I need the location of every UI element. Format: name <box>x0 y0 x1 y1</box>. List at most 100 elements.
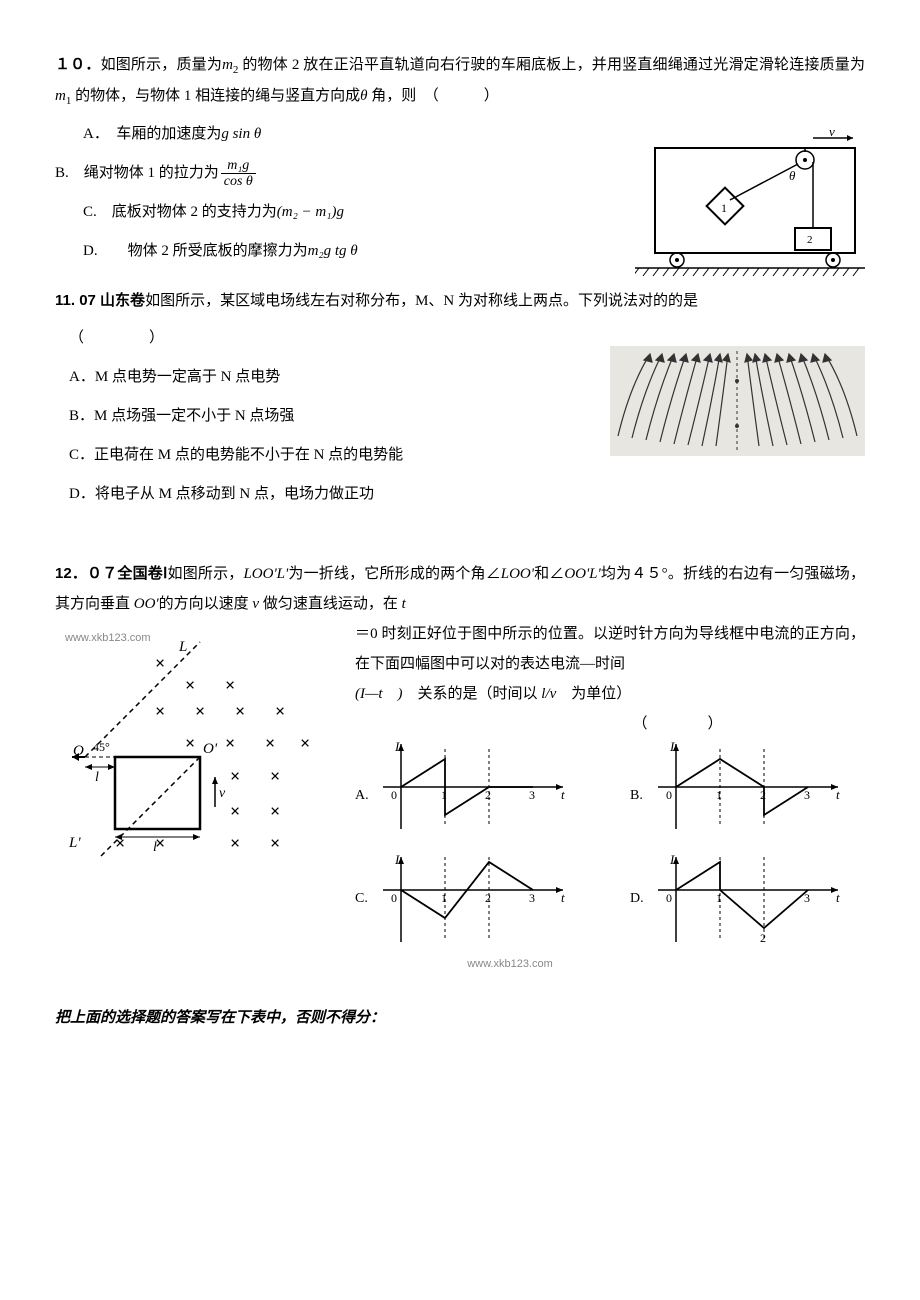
text: 为单位） <box>556 686 631 702</box>
svg-text:A.: A. <box>355 788 369 803</box>
chart-d: D. I 0 1 3 t 2 <box>630 852 845 947</box>
question-12: 12．０７全国卷Ⅰ如图所示，LOO'L'为一折线，它所形成的两个角∠LOO'和∠… <box>55 559 865 975</box>
footer-note: 把上面的选择题的答案写在下表中，否则不得分： <box>55 1003 865 1033</box>
svg-text:2: 2 <box>760 788 766 802</box>
svg-text:L: L <box>178 639 187 655</box>
var: m <box>55 88 66 104</box>
svg-text:v: v <box>829 130 835 139</box>
svg-text:×: × <box>270 766 280 786</box>
q-num: 12 <box>55 565 72 582</box>
text: 如图所示，某区域电场线左右对称分布，M、N 为对称线上两点。下列说法对的的是 <box>145 293 698 309</box>
question-11: 11. 07 山东卷如图所示，某区域电场线左右对称分布，M、N 为对称线上两点。… <box>55 286 865 511</box>
svg-text:2: 2 <box>485 788 491 802</box>
svg-text:×: × <box>185 733 195 753</box>
svg-text:I: I <box>394 739 400 754</box>
var: l/v <box>541 686 556 702</box>
text: 做匀速直线运动，在 <box>259 596 402 612</box>
svg-text:×: × <box>155 833 165 853</box>
chart-b: B. I 0 1 2 3 t <box>630 739 845 834</box>
svg-text:×: × <box>235 701 245 721</box>
svg-text:×: × <box>230 766 240 786</box>
text: 角，则 （ ） <box>367 88 498 104</box>
svg-text:3: 3 <box>529 788 535 802</box>
svg-text:I: I <box>669 852 675 867</box>
svg-text:O': O' <box>203 741 218 757</box>
svg-text:t: t <box>561 890 565 905</box>
option-d: D．将电子从 M 点移动到 N 点，电场力做正功 <box>69 478 865 511</box>
watermark: www.xkb123.com <box>65 627 151 649</box>
text: 的物体，与物体 1 相连接的绳与竖直方向成 <box>71 88 360 104</box>
svg-text:×: × <box>115 833 125 853</box>
q12-diagram: www.xkb123.com L O O' L' 45° l l v <box>55 627 315 857</box>
svg-text:1: 1 <box>441 891 447 905</box>
svg-text:0: 0 <box>391 788 397 802</box>
svg-text:×: × <box>195 701 205 721</box>
svg-text:×: × <box>225 675 235 695</box>
svg-text:×: × <box>230 833 240 853</box>
var: OO'L' <box>564 566 600 582</box>
svg-text:1: 1 <box>716 891 722 905</box>
svg-text:×: × <box>155 653 165 673</box>
svg-text:I: I <box>669 739 675 754</box>
svg-text:C.: C. <box>355 891 368 906</box>
text: 的物体 2 放在正沿平直轨道向右行驶的车厢底板上，并用竖直细绳通过光滑定滑轮连接… <box>238 57 865 73</box>
svg-text:3: 3 <box>529 891 535 905</box>
var: OO' <box>134 596 159 612</box>
var: t <box>402 596 406 612</box>
svg-text:0: 0 <box>666 891 672 905</box>
svg-text:45°: 45° <box>93 740 110 754</box>
svg-text:×: × <box>270 833 280 853</box>
svg-text:B.: B. <box>630 788 643 803</box>
q11-figure <box>610 346 865 456</box>
watermark: www.xkb123.com <box>155 953 865 975</box>
text: (I—t ) <box>355 686 403 702</box>
svg-text:0: 0 <box>666 788 672 802</box>
text: 为一折线，它所形成的两个角∠ <box>288 566 501 582</box>
svg-text:3: 3 <box>804 788 810 802</box>
svg-text:t: t <box>836 890 840 905</box>
var: m <box>222 57 233 73</box>
svg-text:2: 2 <box>807 234 813 246</box>
svg-text:t: t <box>561 787 565 802</box>
svg-text:1: 1 <box>716 788 722 802</box>
var: LOO' <box>501 566 534 582</box>
svg-text:I: I <box>394 852 400 867</box>
svg-text:D.: D. <box>630 891 644 906</box>
svg-text:1: 1 <box>721 201 727 215</box>
svg-text:θ: θ <box>789 168 796 183</box>
svg-text:×: × <box>265 733 275 753</box>
question-10: v θ 1 2 <box>55 50 865 268</box>
svg-text:2: 2 <box>760 931 766 945</box>
svg-text:v: v <box>219 786 226 801</box>
svg-text:t: t <box>836 787 840 802</box>
svg-text:×: × <box>185 675 195 695</box>
svg-text:×: × <box>230 801 240 821</box>
svg-text:×: × <box>225 733 235 753</box>
text: 和∠ <box>534 566 564 582</box>
svg-text:×: × <box>275 701 285 721</box>
svg-text:L': L' <box>68 835 81 851</box>
text: 如图所示， <box>168 566 244 582</box>
var: LOO'L' <box>243 566 288 582</box>
q12-charts: A. I 0 1 2 3 t B. I 0 1 <box>355 739 865 947</box>
svg-text:×: × <box>300 733 310 753</box>
text: 如图所示，质量为 <box>101 57 223 73</box>
svg-text:×: × <box>270 801 280 821</box>
q10-figure: v θ 1 2 <box>635 130 865 280</box>
chart-a: A. I 0 1 2 3 t <box>355 739 570 834</box>
svg-text:O: O <box>73 743 84 759</box>
text: ＝0 时刻正好位于图中所示的位置。以逆时针方向为导线框中电流的正方向，在下面四幅… <box>355 619 865 679</box>
source: ．０７全国卷Ⅰ <box>72 565 168 582</box>
svg-text:1: 1 <box>441 788 447 802</box>
q-num: 11. <box>55 292 75 309</box>
text: 关系的是（时间以 <box>403 686 542 702</box>
source: 07 山东卷 <box>75 292 145 309</box>
paren: （ ） <box>625 716 723 732</box>
svg-text:×: × <box>155 701 165 721</box>
text: 的方向以速度 <box>159 596 253 612</box>
q-num: １０． <box>55 56 101 73</box>
svg-text:2: 2 <box>485 891 491 905</box>
svg-text:0: 0 <box>391 891 397 905</box>
svg-text:l: l <box>95 770 99 785</box>
chart-c: C. I 0 1 2 3 t <box>355 852 570 947</box>
